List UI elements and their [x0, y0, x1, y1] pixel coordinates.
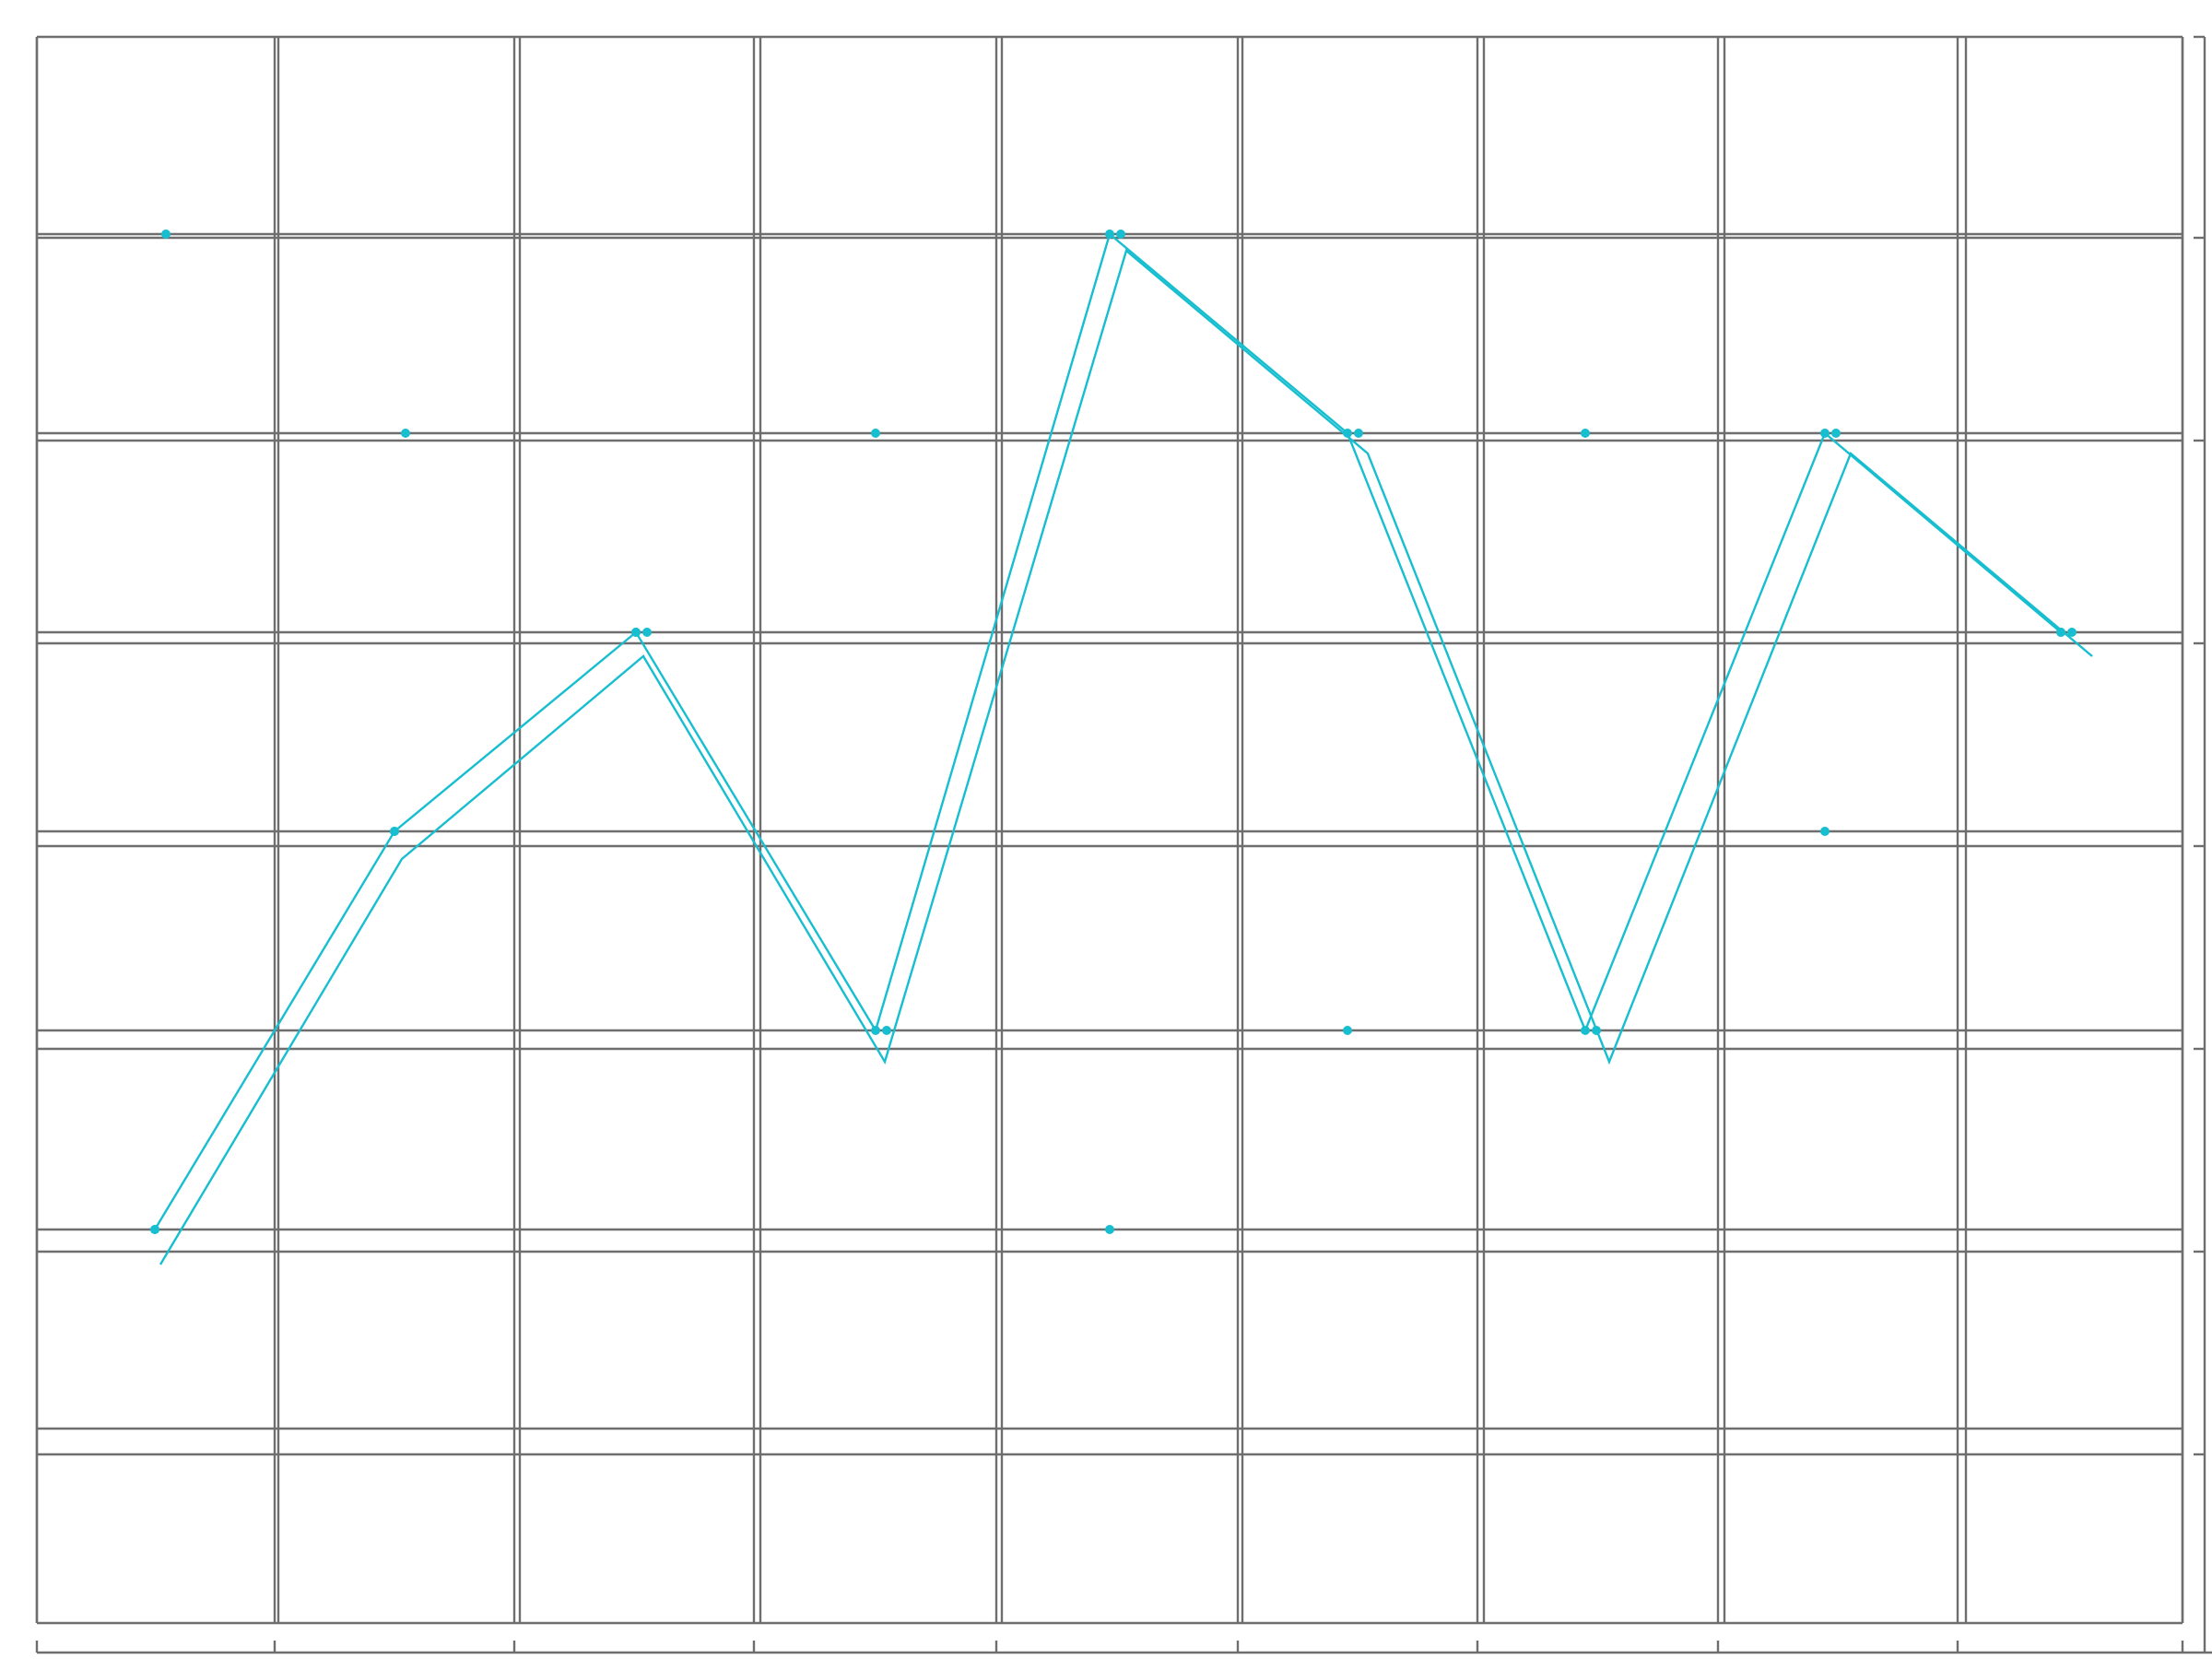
data-point	[2056, 628, 2065, 637]
data-point	[1820, 827, 1830, 836]
data-point	[871, 1026, 880, 1035]
gridlines-panel-a	[35, 37, 2184, 1623]
data-point	[642, 628, 652, 637]
data-point	[1116, 229, 1125, 239]
data-point	[1592, 1026, 1601, 1035]
data-series	[153, 231, 2093, 1265]
data-markers	[150, 229, 2077, 1234]
data-point	[1354, 429, 1363, 438]
series-line-2	[159, 248, 2093, 1265]
axes	[35, 35, 2212, 1654]
data-point	[150, 1225, 159, 1234]
data-point	[1820, 429, 1830, 438]
gridlines-panel-b	[35, 37, 2184, 1623]
data-point	[1105, 1225, 1114, 1234]
data-point	[1581, 429, 1590, 438]
data-point	[161, 229, 171, 239]
data-point	[1343, 429, 1352, 438]
data-point	[631, 628, 641, 637]
series-line-1	[153, 231, 2062, 1230]
data-point	[1105, 229, 1114, 239]
data-point	[1581, 1026, 1590, 1035]
data-point	[1831, 429, 1841, 438]
data-point	[871, 429, 880, 438]
data-point	[1343, 1026, 1352, 1035]
data-point	[401, 429, 410, 438]
data-point	[882, 1026, 891, 1035]
data-point	[390, 827, 399, 836]
data-point	[2067, 628, 2077, 637]
